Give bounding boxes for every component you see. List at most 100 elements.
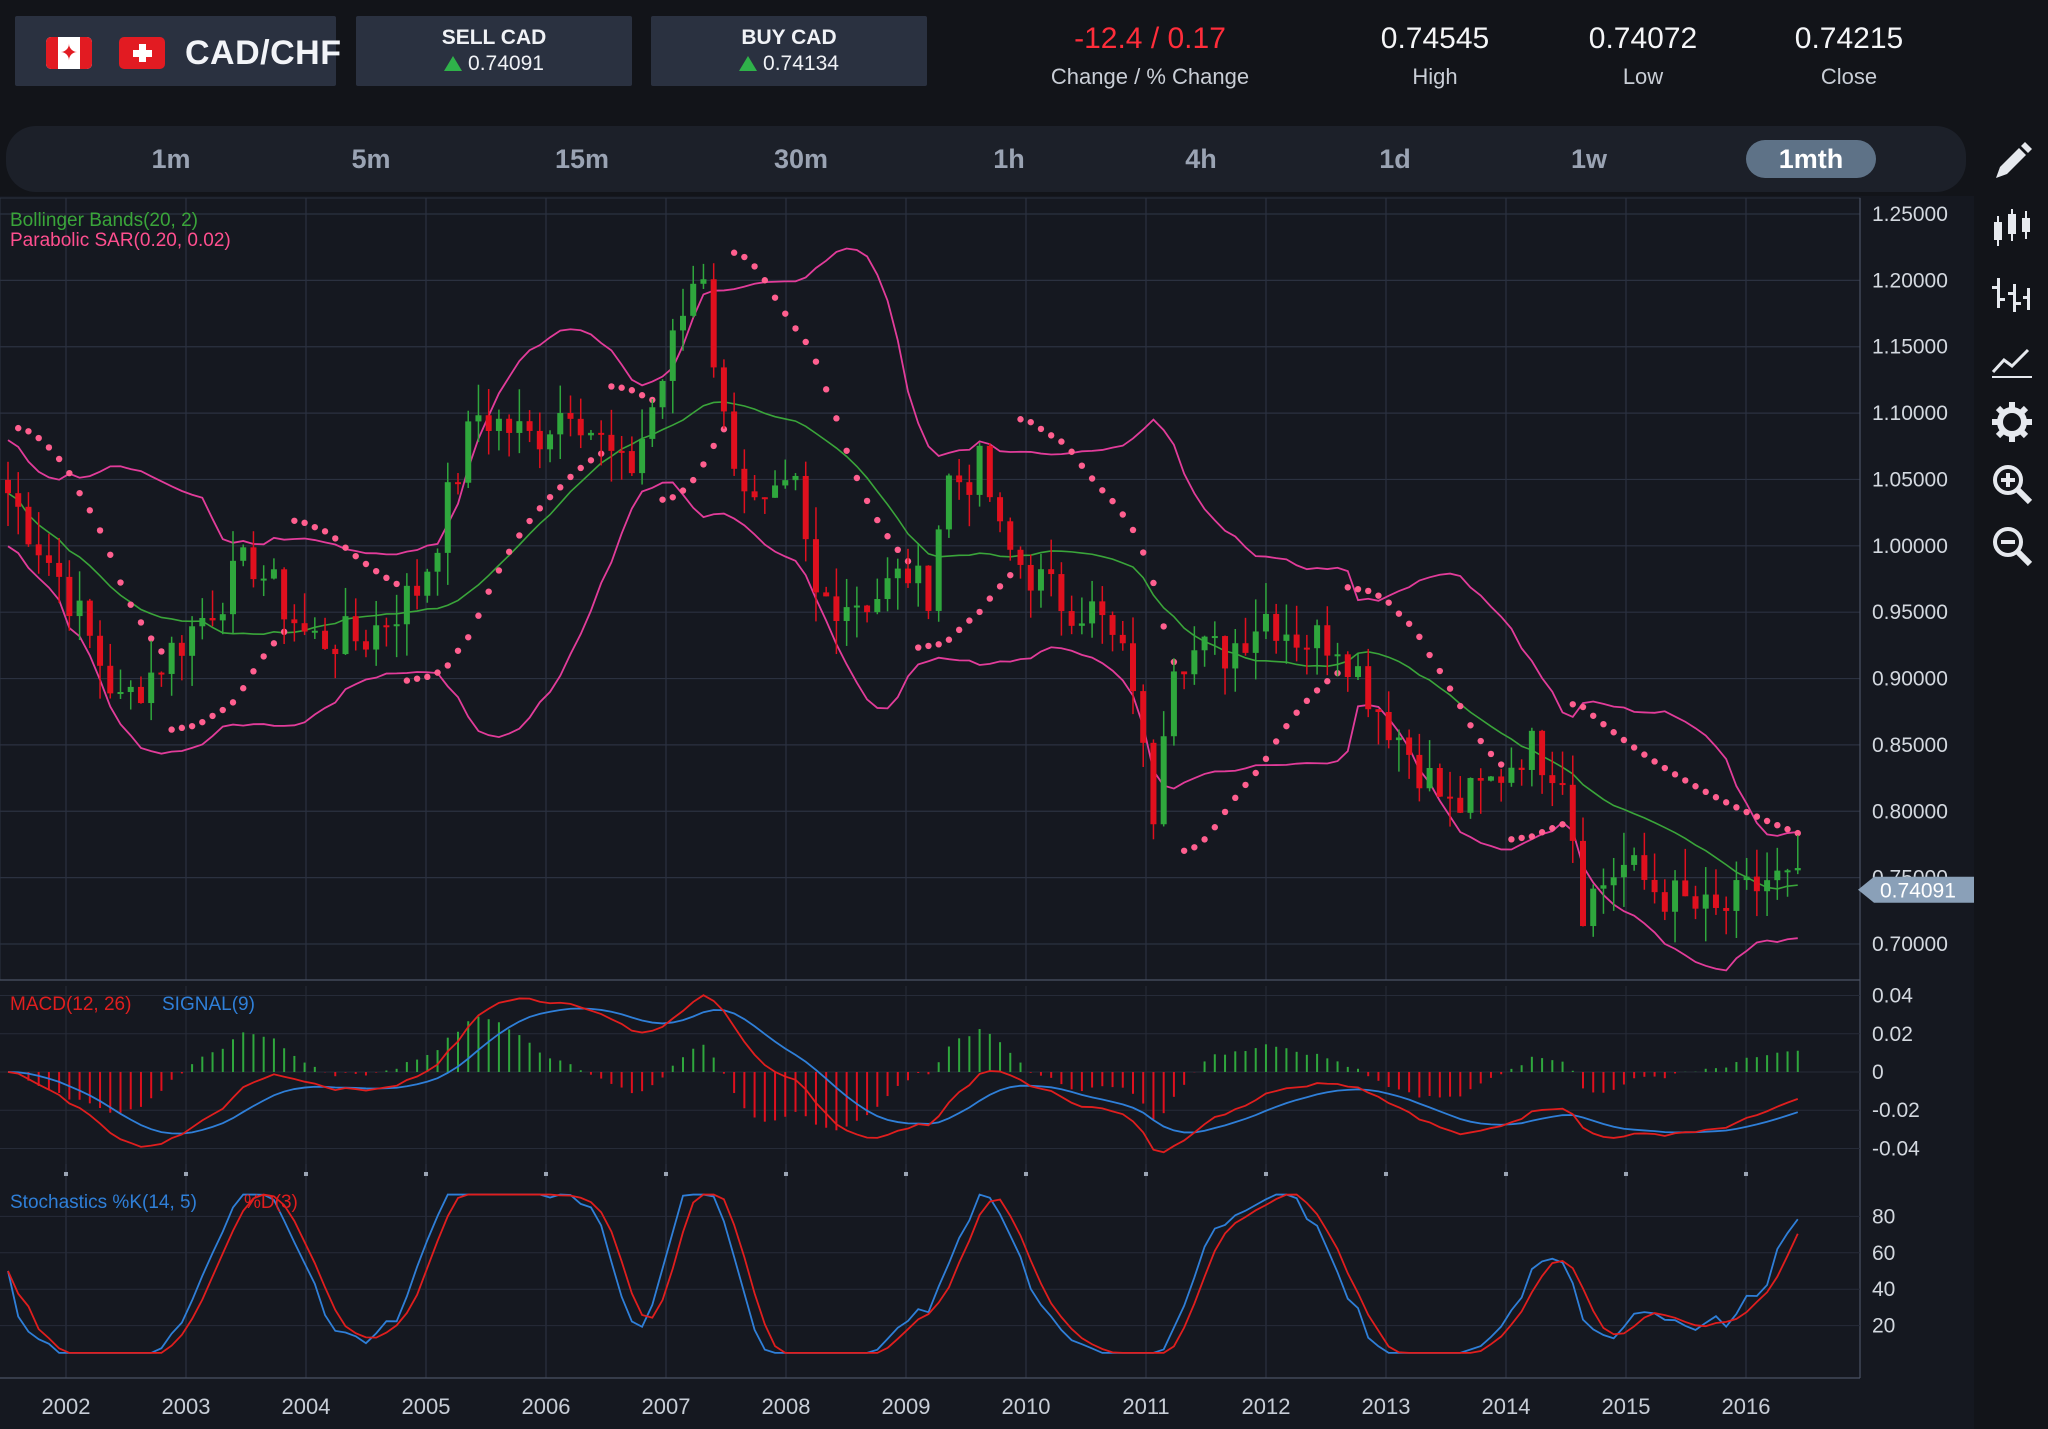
high-value: 0.74545	[1380, 22, 1490, 55]
candle-bear	[1569, 784, 1576, 841]
tab-1m[interactable]: 1m	[151, 144, 191, 174]
zoom-out-icon[interactable]	[1990, 524, 2034, 568]
year-label: 2014	[1482, 1394, 1531, 1419]
sar-dot	[884, 533, 891, 540]
candle-bear	[864, 605, 871, 613]
candle-bull	[547, 434, 554, 450]
sar-dot	[86, 507, 94, 514]
candle-bear	[628, 451, 635, 474]
sar-dot	[1017, 416, 1024, 423]
candle-bull	[915, 565, 922, 584]
buy-button[interactable]: BUY CAD 0.74134	[651, 16, 927, 86]
sar-dot	[874, 516, 881, 524]
candle-bear	[1406, 737, 1413, 755]
price-tick-label: 0.85000	[1872, 734, 1948, 757]
candle-bear	[1293, 634, 1300, 648]
candle-bull	[1764, 880, 1771, 892]
candle-bear	[1416, 754, 1423, 789]
pencil-icon[interactable]	[1990, 140, 2034, 184]
sar-dot	[567, 473, 574, 481]
sar-dot	[720, 426, 728, 433]
tab-1w[interactable]: 1w	[1570, 144, 1608, 174]
panel-divider-dot	[64, 1172, 68, 1176]
candlestick-icon[interactable]	[1990, 206, 2034, 250]
candle-bull	[639, 438, 646, 474]
sar-dot	[536, 505, 544, 512]
gear-icon[interactable]	[1990, 400, 2034, 444]
zoom-in-icon[interactable]	[1990, 462, 2034, 506]
sar-dot	[1324, 678, 1331, 685]
candle-bull	[782, 480, 789, 486]
candle-bull	[117, 692, 124, 695]
sar-dot	[311, 523, 319, 531]
price-tick-label: 1.00000	[1872, 535, 1948, 558]
panel-divider-dot	[1264, 1172, 1268, 1176]
sar-dot	[782, 310, 789, 317]
candle-bear	[761, 497, 768, 500]
tab-1d[interactable]: 1d	[1379, 144, 1411, 174]
sar-dot	[1487, 750, 1495, 758]
candle-bull	[1528, 730, 1535, 770]
macd-line	[7, 994, 1799, 1154]
candle-bear	[1109, 615, 1116, 635]
year-label: 2002	[42, 1394, 91, 1419]
tab-1h[interactable]: 1h	[993, 144, 1025, 174]
sar-dot	[35, 434, 42, 442]
sar-dot	[362, 560, 370, 568]
sar-dot	[96, 527, 104, 534]
panel-divider-dot	[1744, 1172, 1748, 1176]
candle-bear	[1477, 778, 1484, 781]
sar-dot	[1088, 475, 1096, 482]
candle-bull	[874, 599, 881, 613]
candle-bear	[250, 547, 257, 580]
sar-dot	[199, 718, 206, 726]
candle-bull	[1211, 636, 1218, 639]
sar-dot	[1436, 667, 1444, 675]
candle-bear	[1303, 647, 1310, 650]
candle-bull	[649, 407, 656, 439]
sar-dot	[475, 612, 482, 619]
sar-dot	[853, 474, 861, 482]
tab-15m[interactable]: 15m	[554, 144, 610, 174]
sar-dot	[1712, 794, 1720, 801]
line-chart-icon[interactable]	[1990, 338, 2034, 382]
sar-dot	[1497, 761, 1505, 768]
sar-dot	[55, 455, 63, 463]
stoch-k-label: Stochastics %K(14, 5)	[10, 1192, 197, 1213]
price-chart[interactable]: 1.25000 1.20000 1.15000 1.10000 1.05000 1.000…	[0, 196, 1974, 1429]
sar-dot	[690, 476, 697, 484]
ohlc-bars-icon[interactable]	[1990, 272, 2034, 316]
candle-bear	[1324, 625, 1331, 656]
up-arrow-icon	[739, 56, 758, 71]
sar-dot	[1232, 794, 1239, 802]
candle-bull	[945, 475, 952, 530]
price-tick-label: 0.95000	[1872, 601, 1948, 624]
candle-bear	[1130, 643, 1136, 692]
candle-bear	[1017, 549, 1024, 565]
tab-1mth[interactable]: 1mth	[1746, 140, 1876, 178]
candle-bear	[925, 565, 932, 611]
sar-dot	[812, 358, 820, 365]
tab-5m[interactable]: 5m	[351, 144, 391, 174]
candle-bull	[1600, 885, 1607, 889]
sar-dot	[915, 644, 922, 651]
candle-bear	[526, 421, 533, 431]
year-label: 2013	[1362, 1394, 1411, 1419]
sar-dot	[1457, 702, 1464, 710]
sar-dot	[117, 579, 124, 586]
candle-bull	[148, 672, 155, 704]
tab-30m[interactable]: 30m	[773, 144, 829, 174]
sar-dot	[1569, 701, 1576, 708]
candle-bear	[986, 445, 993, 498]
pair-selector[interactable]: ✦ CAD/CHF	[15, 16, 341, 86]
candle-bear	[731, 411, 738, 469]
sar-dot	[158, 648, 165, 655]
candle-bull	[1426, 767, 1433, 789]
tab-4h[interactable]: 4h	[1185, 144, 1217, 174]
candle-bear	[455, 482, 461, 485]
candle-bear	[741, 468, 748, 492]
sell-button[interactable]: SELL CAD 0.74091	[356, 16, 632, 86]
sar-dot	[1477, 737, 1484, 745]
sar-dot	[966, 617, 973, 624]
canada-flag-icon: ✦	[46, 37, 92, 69]
